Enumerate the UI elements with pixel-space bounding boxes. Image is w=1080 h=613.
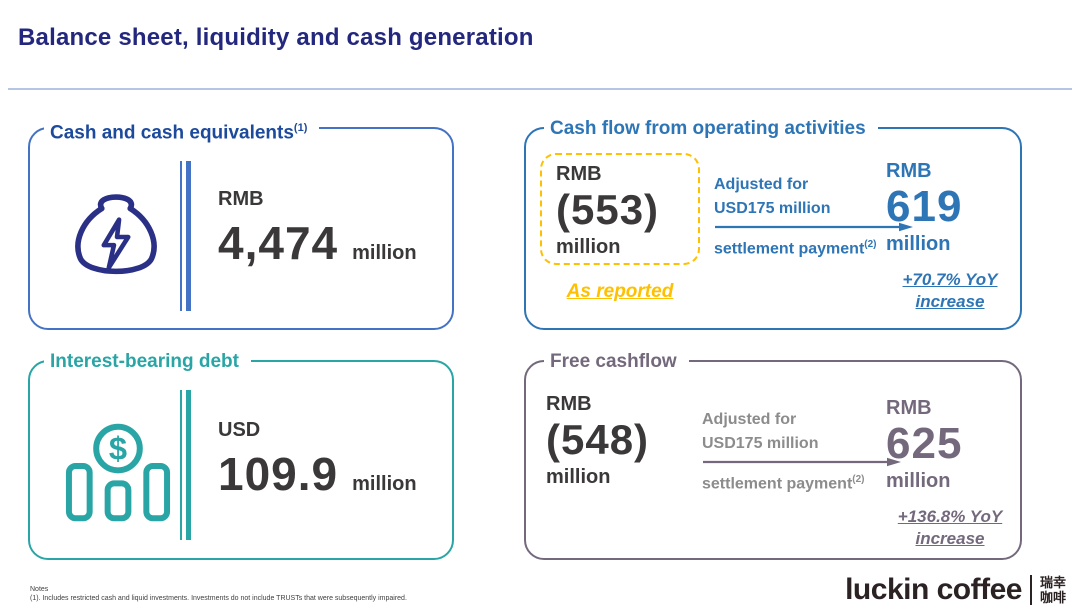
adjustment-note: Adjusted for USD175 million settlement p… [702,408,910,496]
panel-title-text: Cash flow from operating activities [550,118,866,139]
currency-label: RMB [886,160,932,182]
notes-label: Notes [30,586,49,593]
logo-wordmark: luckin coffee [845,573,1022,606]
footnote-ref-1: (1) [293,122,308,134]
unit-label: million [352,242,417,264]
unit-label: million [546,466,611,488]
vertical-divider [180,390,191,540]
page-title: Balance sheet, liquidity and cash genera… [18,24,534,51]
yoy-line-2: increase [915,292,985,311]
luckin-coffee-logo: luckin coffee 瑞幸 咖啡 [845,573,1066,607]
cash-equivalents-panel: Cash and cash equivalents(1) RMB 4,474 m… [28,115,454,330]
reported-value-block: RMB (548) million [546,392,649,490]
adjustment-note: Adjusted for USD175 million settlement p… [714,173,922,261]
interest-bearing-debt-panel: Interest-bearing debt $ USD 109.9 millio… [28,348,454,560]
adjustment-line-3-text: settlement payment [714,240,865,258]
logo-cn-top: 瑞幸 [1039,575,1066,590]
interest-bearing-debt-panel-title: Interest-bearing debt [44,348,251,375]
logo-chinese-name: 瑞幸 咖啡 [1040,575,1066,605]
interest-bearing-debt-value: 109.9 [218,448,339,500]
footnotes: Notes (1). Includes restricted cash and … [30,585,407,603]
right-arrow-icon [702,457,910,467]
yoy-change-note: +70.7% YoY increase [886,269,1014,313]
currency-label: USD [218,419,261,441]
unit-label: million [886,470,951,492]
free-cashflow-panel-title: Free cashflow [544,348,689,375]
adjustment-line-3: settlement payment(2) [702,468,910,496]
unit-label: million [352,473,417,495]
cash-equivalents-panel-title: Cash and cash equivalents(1) [44,115,320,147]
note-1: (1). Includes restricted cash and liquid… [30,595,407,602]
currency-label: RMB [556,163,602,185]
right-arrow-icon [714,222,922,232]
currency-label: RMB [886,397,932,419]
adjusted-value-block: RMB 619 million +70.7% YoY increase [886,159,1014,313]
yoy-line-1: +136.8% YoY [897,507,1003,526]
adjustment-line-2: USD175 million [714,200,831,217]
panel-title-text: Free cashflow [550,351,677,372]
yoy-line-2: increase [915,529,985,548]
footnote-ref-2: (2) [852,474,865,485]
operating-cash-flow-panel: Cash flow from operating activities RMB … [524,115,1022,330]
dollar-bar-chart-icon: $ [58,418,178,532]
footnote-ref-2: (2) [864,239,877,250]
currency-label: RMB [546,393,592,415]
cash-equivalents-value-block: RMB 4,474 million [218,187,417,267]
adjustment-line-1: Adjusted for [714,176,809,193]
adjusted-value: 625 [886,419,963,468]
panel-title-text: Interest-bearing debt [50,351,239,372]
unit-label: million [556,236,621,258]
vertical-divider [180,161,191,311]
adjusted-value-block: RMB 625 million +136.8% YoY increase [886,396,1014,550]
adjusted-value: 619 [886,182,963,231]
logo-cn-bottom: 咖啡 [1039,590,1066,605]
header-divider [8,88,1072,90]
yoy-line-1: +70.7% YoY [902,270,998,289]
reported-value: (553) [556,186,660,233]
reported-value: (548) [546,416,650,463]
svg-text:$: $ [109,429,127,466]
as-reported-value-box: RMB (553) million [540,153,700,265]
cash-equivalents-value: 4,474 [218,217,339,269]
panel-title-text: Cash and cash equivalents [50,122,294,144]
unit-label: million [886,233,951,255]
operating-cash-flow-panel-title: Cash flow from operating activities [544,115,878,142]
free-cashflow-panel: Free cashflow RMB (548) million Adjusted… [524,348,1022,560]
adjustment-line-3-text: settlement payment [702,475,853,493]
currency-label: RMB [218,188,264,210]
money-bag-lightning-icon [60,181,172,298]
yoy-change-note: +136.8% YoY increase [886,506,1014,550]
logo-divider [1029,575,1032,605]
adjustment-line-2: USD175 million [702,435,819,452]
as-reported-caption: As reported [566,281,674,302]
interest-bearing-debt-value-block: USD 109.9 million [218,418,417,498]
adjustment-line-3: settlement payment(2) [714,233,922,261]
adjustment-line-1: Adjusted for [702,411,797,428]
